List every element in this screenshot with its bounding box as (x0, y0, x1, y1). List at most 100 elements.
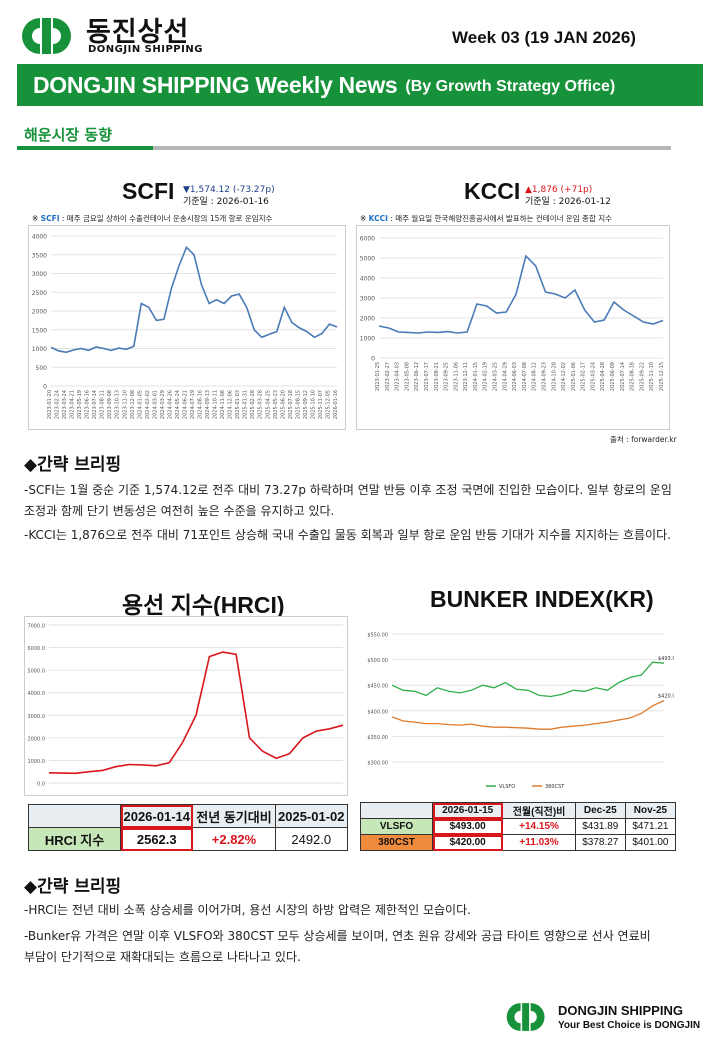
scfi-chart-svg: 0 500 1000 1500 2000 2500 3000 3500 4000 2023-01-… (32, 234, 339, 420)
hrci-table-row: HRCI 지수 2562.3 +2.82% 2492.0 (28, 827, 348, 851)
y-tick-label: 4000 (360, 276, 375, 283)
x-tick-label: 2023-07-17 (424, 362, 430, 391)
bunker-th-2: 전월(직전)비 (502, 802, 576, 819)
x-tick-label: 2025-06-20 (280, 390, 286, 419)
bunker-vlsfo-change: +14.15% (502, 818, 576, 835)
bunker-table-header: 2026-01-15 전월(직전)비 Dec-25 Nov-25 (360, 802, 677, 819)
brief-paragraph-2: -KCCI는 1,876으로 전주 대비 71포인트 상승해 국내 수출입 물동… (24, 528, 671, 542)
bunker-end-label: $493.00 (658, 656, 674, 662)
x-tick-label: 2025-01-06 (571, 362, 577, 391)
x-tick-label: 2024-06-03 (512, 362, 518, 391)
hrci-th-2: 전년 동기대비 (192, 804, 276, 828)
y-tick-label: 1000 (32, 346, 47, 353)
x-tick-label: 2023-09-25 (444, 362, 450, 391)
hrci-chart-svg: 0.0 1000.0 2000.0 3000.0 4000.0 5000.0 6000.0 7… (28, 624, 344, 788)
scfi-date: 기준일 : 2026-01-16 (183, 197, 269, 207)
x-tick-label: 2025-11-10 (649, 362, 655, 391)
legend-label: VLSFO (499, 784, 515, 790)
dongjin-logo-icon (22, 18, 71, 54)
hrci-td-3: 2492.0 (274, 827, 348, 851)
y-tick-label: 5000 (360, 256, 375, 263)
x-tick-label: 2024-10-28 (551, 362, 557, 391)
x-tick-label: 2023-01-20 (47, 390, 53, 419)
y-tick-label: $550.00 (367, 633, 388, 639)
x-tick-label: 2025-06-09 (610, 362, 616, 391)
x-tick-label: 2024-11-08 (220, 390, 226, 419)
kcci-note-key: KCCI (368, 214, 388, 223)
y-tick-label: $500.00 (367, 658, 388, 664)
x-tick-label: 2024-03-01 (152, 390, 158, 419)
banner-subtitle: (By Growth Strategy Office) (405, 78, 616, 95)
x-tick-label: 2023-08-21 (434, 362, 440, 391)
banner-title: DONGJIN SHIPPING Weekly News (33, 71, 398, 98)
bunker-vlsfo-dec: $431.89 (574, 818, 626, 835)
x-tick-label: 2024-02-02 (145, 390, 151, 419)
scfi-title: SCFI (122, 178, 175, 204)
brief2-paragraph-1: -HRCI는 전년 대비 소폭 상승세를 이어가며, 용선 시장의 하방 압력은… (24, 903, 471, 917)
kcci-note-prefix: ※ (360, 214, 369, 223)
x-tick-label: 2024-01-05 (137, 390, 143, 419)
scfi-change-value: ▼1,574.12 (-73.27p) (183, 185, 275, 195)
bunker-title: BUNKER INDEX(KR) (430, 586, 654, 612)
y-tick-label: 1500 (32, 327, 47, 334)
hrci-td-1: 2562.3 (119, 827, 194, 851)
x-tick-label: 2025-07-14 (620, 362, 626, 391)
x-tick-label: 2024-04-26 (167, 390, 173, 419)
kcci-date: 기준일 : 2026-01-12 (525, 197, 611, 207)
bunker-vlsfo-label: VLSFO (360, 818, 433, 835)
x-tick-label: 2024-07-19 (190, 390, 196, 419)
x-tick-label: 2023-06-12 (414, 362, 420, 391)
y-tick-label: 4000.0 (28, 691, 46, 697)
x-tick-label: 2024-12-02 (561, 362, 567, 391)
hrci-table-header: 2026-01-14 전년 동기대비 2025-01-02 (28, 804, 348, 828)
section-underline-gray (153, 146, 671, 150)
hrci-table: 2026-01-14 전년 동기대비 2025-01-02 HRCI 지수 25… (28, 804, 348, 851)
bunker-th-1: 2026-01-15 (431, 802, 504, 819)
y-tick-label: 3500 (32, 252, 47, 259)
scfi-note-key: SCFI (40, 214, 60, 223)
bunker-table: 2026-01-15 전월(직전)비 Dec-25 Nov-25 VLSFO $… (360, 802, 677, 851)
kcci-change-value: ▲1,876 (+71p) (525, 185, 593, 195)
brand-name-en: DONGJIN SHIPPING (88, 44, 203, 55)
bunker-vlsfo-current: $493.00 (431, 818, 504, 835)
scfi-note-text: : 매주 금요일 상하이 수출컨테이너 운송시장의 15개 항로 운임지수 (59, 214, 273, 223)
y-tick-label: 2000 (360, 316, 375, 323)
scfi-note: ※ SCFI : 매주 금요일 상하이 수출컨테이너 운송시장의 15개 항로 … (32, 213, 272, 224)
brief2-paragraph-2: -Bunker유 가격은 연말 이후 VLSFO와 380CST 모두 상승세를… (24, 929, 651, 964)
kcci-chart-svg: 0 1000 2000 3000 4000 5000 6000 2023-01-25 2023-… (360, 236, 665, 392)
x-tick-label: 2023-02-24 (55, 390, 61, 419)
x-tick-label: 2024-03-25 (493, 362, 499, 391)
380cst-series-line (391, 700, 665, 730)
x-tick-label: 2025-03-28 (258, 390, 264, 419)
y-tick-label: 6000.0 (28, 646, 46, 652)
x-tick-label: 2023-04-03 (395, 362, 401, 391)
x-tick-label: 2023-12-08 (130, 390, 136, 419)
bunker-chart: $300.00 $350.00 $400.00 $450.00 $500.00 $550.… (358, 624, 678, 794)
x-tick-label: 2025-02-17 (581, 362, 587, 391)
y-tick-label: 0 (371, 356, 375, 363)
y-tick-label: $450.00 (367, 684, 388, 690)
section-title: 해운시장 동향 (24, 126, 113, 144)
x-tick-label: 2025-01-03 (235, 390, 241, 419)
x-tick-label: 2023-08-11 (100, 390, 106, 419)
kcci-note-text: : 매주 월요일 한국해양진흥공사에서 발표하는 컨테이너 운임 종합 지수 (387, 214, 613, 223)
kcci-chart: 0 1000 2000 3000 4000 5000 6000 2023-01-25 2023-… (356, 225, 670, 430)
x-tick-label: 2024-01-15 (473, 362, 479, 391)
bunker-380cst-nov: $401.00 (624, 834, 677, 851)
bunker-th-3: Dec-25 (574, 802, 626, 819)
dongjin-footer-logo-icon (506, 1003, 545, 1031)
x-tick-label: 2026-01-16 (333, 390, 339, 419)
bunker-row-vlsfo: VLSFO $493.00 +14.15% $431.89 $471.21 (360, 818, 677, 835)
x-tick-label: 2024-09-13 (205, 390, 211, 419)
x-tick-label: 2025-08-18 (630, 362, 636, 391)
hrci-td-2: +2.82% (192, 827, 276, 851)
y-tick-label: $400.00 (367, 709, 388, 715)
y-tick-label: $350.00 (367, 735, 388, 741)
x-tick-label: 2025-10-10 (310, 390, 316, 419)
x-tick-label: 2023-11-10 (122, 390, 128, 419)
y-tick-label: 4000 (32, 234, 47, 241)
hrci-th-3: 2025-01-02 (274, 804, 348, 828)
y-tick-label: 2000 (32, 309, 47, 316)
x-tick-label: 2024-03-29 (160, 390, 166, 419)
bunker-th-0 (360, 802, 433, 819)
